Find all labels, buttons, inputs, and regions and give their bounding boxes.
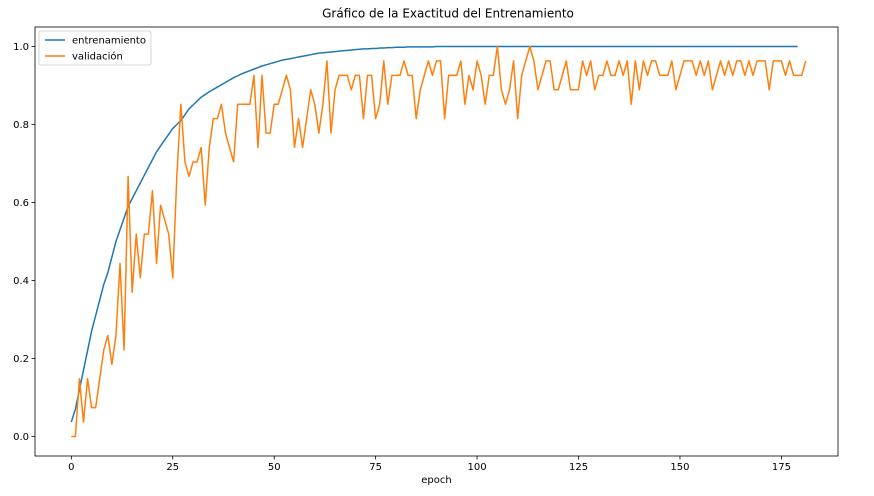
y-tick-label: 0.4 bbox=[13, 276, 29, 287]
x-axis-label: epoch bbox=[421, 475, 451, 486]
y-tick-label: 0.6 bbox=[13, 198, 29, 209]
x-tick-label: 100 bbox=[468, 462, 487, 473]
series-line-0 bbox=[70, 45, 798, 423]
y-tick-label: 0.0 bbox=[13, 432, 29, 443]
x-tick-label: 0 bbox=[68, 462, 74, 473]
series-layer bbox=[70, 45, 807, 438]
x-tick-label: 125 bbox=[569, 462, 588, 473]
legend-label-0: entrenamiento bbox=[72, 36, 146, 47]
legend-label-1: validación bbox=[72, 51, 123, 63]
axes-layer: 0 25 50 75 100 125 150 175 0.0 0.2 0.4 0.6 0.8 1.0 bbox=[13, 42, 791, 473]
x-tick-label: 25 bbox=[166, 462, 179, 473]
x-tick-label: 50 bbox=[268, 462, 281, 473]
plot-frame bbox=[34, 26, 839, 457]
y-tick-label: 0.2 bbox=[13, 354, 29, 365]
y-tick-label: 1.0 bbox=[13, 42, 29, 53]
x-tick-label: 150 bbox=[670, 462, 689, 473]
chart-title: Gráfico de la Exactitud del Entrenamient… bbox=[322, 7, 574, 21]
x-tick-label: 175 bbox=[772, 462, 791, 473]
legend-box bbox=[38, 30, 152, 66]
legend: entrenamiento validación bbox=[38, 30, 152, 66]
series-line-1 bbox=[71, 45, 807, 438]
y-tick-label: 0.8 bbox=[13, 120, 29, 131]
x-tick-label: 75 bbox=[369, 462, 382, 473]
